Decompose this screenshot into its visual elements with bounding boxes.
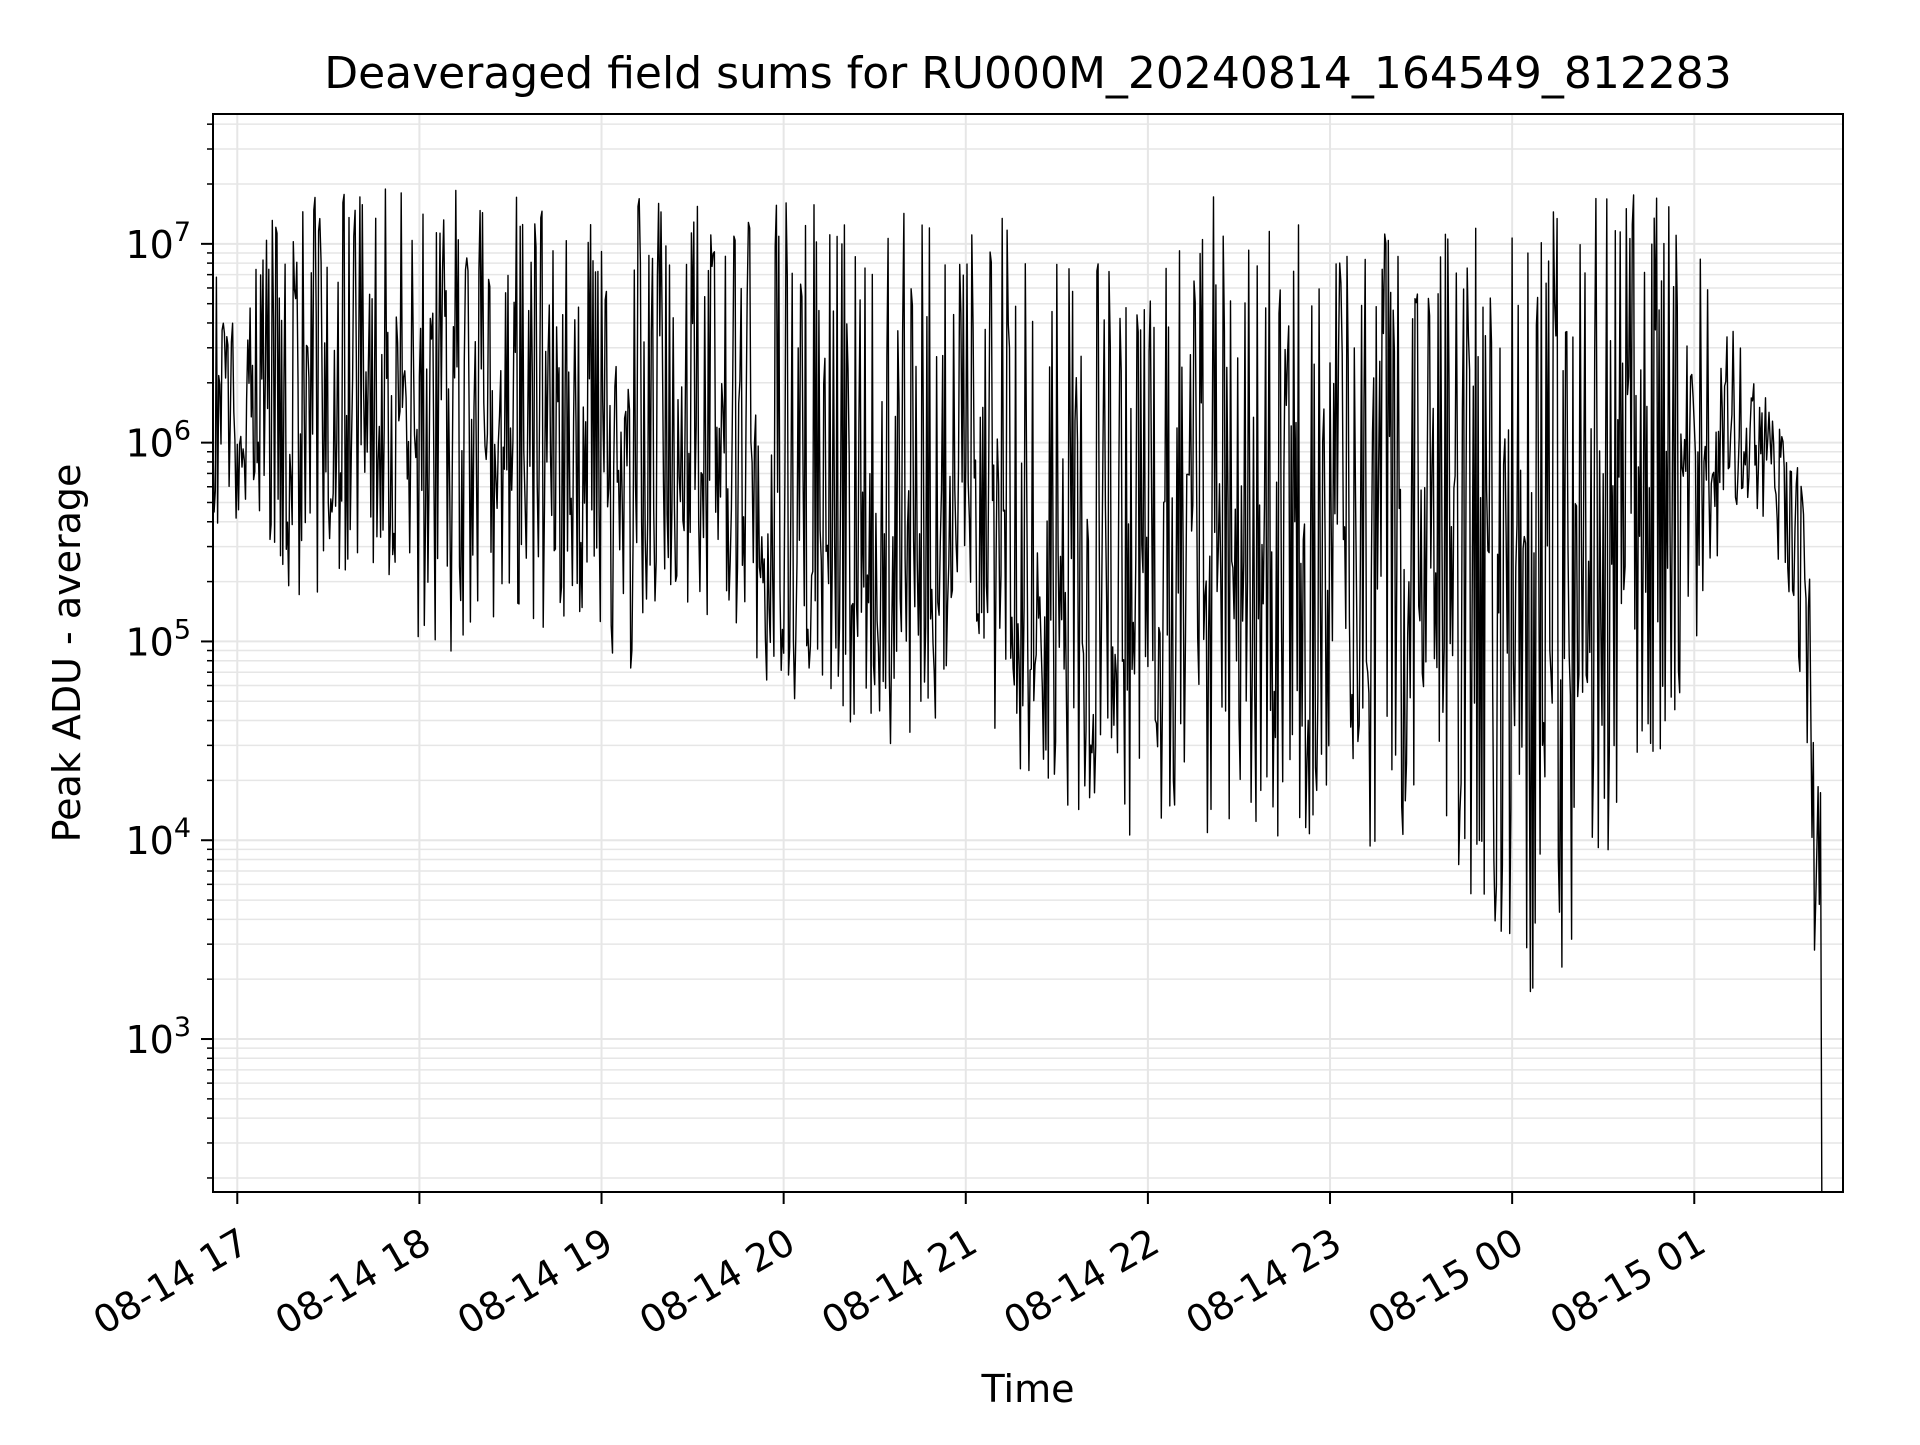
- peak-adu-series-line: [212, 188, 1823, 1193]
- y-axis-label: Peak ADU - average: [45, 464, 89, 843]
- x-axis-label: Time: [981, 1367, 1075, 1411]
- chart-title: Deaveraged field sums for RU000M_2024081…: [324, 48, 1732, 99]
- y-tick-label: 106: [125, 416, 191, 466]
- y-tick-label: 107: [125, 217, 191, 267]
- plot-frame: [212, 113, 1844, 1193]
- y-tick-label: 103: [125, 1012, 191, 1062]
- y-tick-label: 105: [125, 614, 191, 664]
- data-series: [212, 188, 1823, 1193]
- y-tick-label: 104: [125, 813, 191, 863]
